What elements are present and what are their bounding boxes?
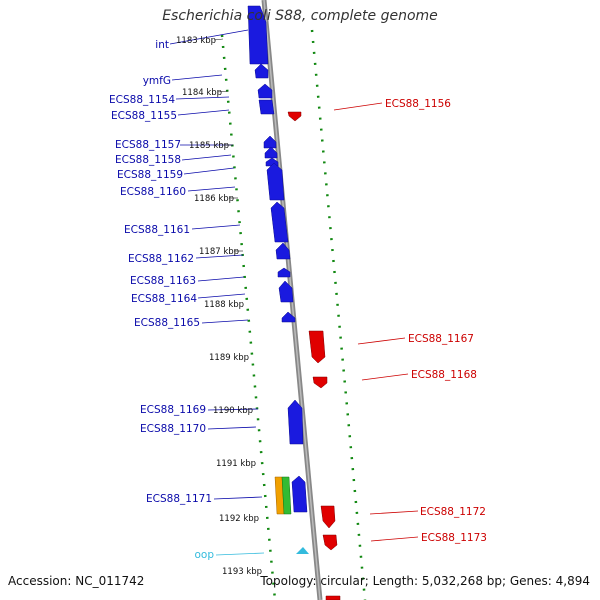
oop-marker[interactable]	[296, 547, 309, 554]
map-title: Escherichia coli S88, complete genome	[162, 8, 438, 24]
ruler-connectors	[213, 38, 243, 252]
gene-ecs88-1160[interactable]	[266, 162, 285, 201]
gene-ecs88-1163[interactable]	[277, 267, 291, 278]
ruler-label: 1188 kbp	[204, 300, 244, 310]
gene-ecs88-1168[interactable]	[312, 376, 328, 389]
gene-ecs88-1172[interactable]	[320, 505, 336, 529]
gene-label[interactable]: ECS88_1164	[131, 293, 197, 305]
gene-label[interactable]: ECS88_1157	[115, 139, 181, 151]
right-leader-lines	[333, 102, 419, 542]
gene-ymfG[interactable]	[254, 63, 269, 79]
gene-label[interactable]: ECS88_1155	[111, 110, 177, 122]
ruler-label: 1191 kbp	[216, 459, 256, 469]
ruler-label: 1183 kbp	[176, 36, 216, 46]
gene-label[interactable]: oop	[194, 549, 214, 561]
gene-label[interactable]: ECS88_1168	[411, 369, 477, 381]
gene-label[interactable]: ymfG	[143, 75, 171, 87]
ruler-label: 1185 kbp	[189, 141, 229, 151]
gene-label[interactable]: int	[155, 39, 169, 51]
gene-label[interactable]: ECS88_1171	[146, 493, 212, 505]
oop-leader-line	[215, 552, 265, 556]
gene-label[interactable]: ECS88_1160	[120, 186, 186, 198]
gene-ecs88-1162[interactable]	[275, 242, 291, 260]
gene-ecs88-1173[interactable]	[322, 534, 338, 551]
genome-summary-text: Topology: circular; Length: 5,032,268 bp…	[260, 574, 590, 588]
left-gene-labels: int ymfG ECS88_1154 ECS88_1155 ECS88_115…	[109, 39, 214, 561]
gene-ecs88-1171[interactable]	[291, 475, 308, 513]
gene-ecs88-1157[interactable]	[263, 135, 277, 149]
accession-text: Accession: NC_011742	[8, 574, 145, 588]
gene-ecs88-1165[interactable]	[281, 311, 296, 323]
ruler-label: 1193 kbp	[222, 567, 262, 577]
ruler-label: 1186 kbp	[194, 194, 234, 204]
right-gene-labels: ECS88_1156 ECS88_1167 ECS88_1168 ECS88_1…	[385, 98, 487, 544]
gene-ecs88-1169[interactable]	[287, 399, 304, 445]
gene-label[interactable]: ECS88_1170	[140, 423, 206, 435]
gene-label[interactable]: ECS88_1169	[140, 404, 206, 416]
ruler-label: 1189 kbp	[209, 353, 249, 363]
gene-label[interactable]: ECS88_1172	[420, 506, 486, 518]
ruler-label: 1187 kbp	[199, 247, 239, 257]
gene-label[interactable]: ECS88_1163	[130, 275, 196, 287]
gene-label[interactable]: ECS88_1173	[421, 532, 487, 544]
gene-ecs88-1154[interactable]	[257, 83, 273, 99]
rna-feature-green[interactable]	[281, 476, 292, 515]
ruler-label: 1192 kbp	[219, 514, 259, 524]
gene-label[interactable]: ECS88_1158	[115, 154, 181, 166]
ruler-label: 1184 kbp	[182, 88, 222, 98]
gene-label[interactable]: ECS88_1167	[408, 333, 474, 345]
gene-partial-bottom[interactable]	[325, 595, 341, 600]
gene-ecs88-1161[interactable]	[270, 201, 289, 243]
gene-label[interactable]: ECS88_1156	[385, 98, 451, 110]
outer-tick-track	[310, 29, 367, 600]
gene-ecs88-1164[interactable]	[278, 280, 294, 303]
gene-label[interactable]: ECS88_1154	[109, 94, 175, 106]
gene-ecs88-1167[interactable]	[308, 330, 326, 364]
ruler-label: 1190 kbp	[213, 406, 253, 416]
gene-ecs88-1155[interactable]	[258, 99, 275, 115]
gene-ecs88-1158[interactable]	[264, 146, 278, 159]
gene-ecs88-1156[interactable]	[287, 111, 302, 122]
ruler-labels: 1183 kbp 1184 kbp 1185 kbp 1186 kbp 1187…	[176, 36, 262, 577]
gene-label[interactable]: ECS88_1165	[134, 317, 200, 329]
left-leader-lines	[169, 29, 263, 500]
gene-int[interactable]	[247, 5, 269, 65]
reverse-genes	[287, 111, 341, 600]
gene-label[interactable]: ECS88_1159	[117, 169, 183, 181]
gene-label[interactable]: ECS88_1161	[124, 224, 190, 236]
gene-label[interactable]: ECS88_1162	[128, 253, 194, 265]
forward-genes	[247, 5, 308, 513]
